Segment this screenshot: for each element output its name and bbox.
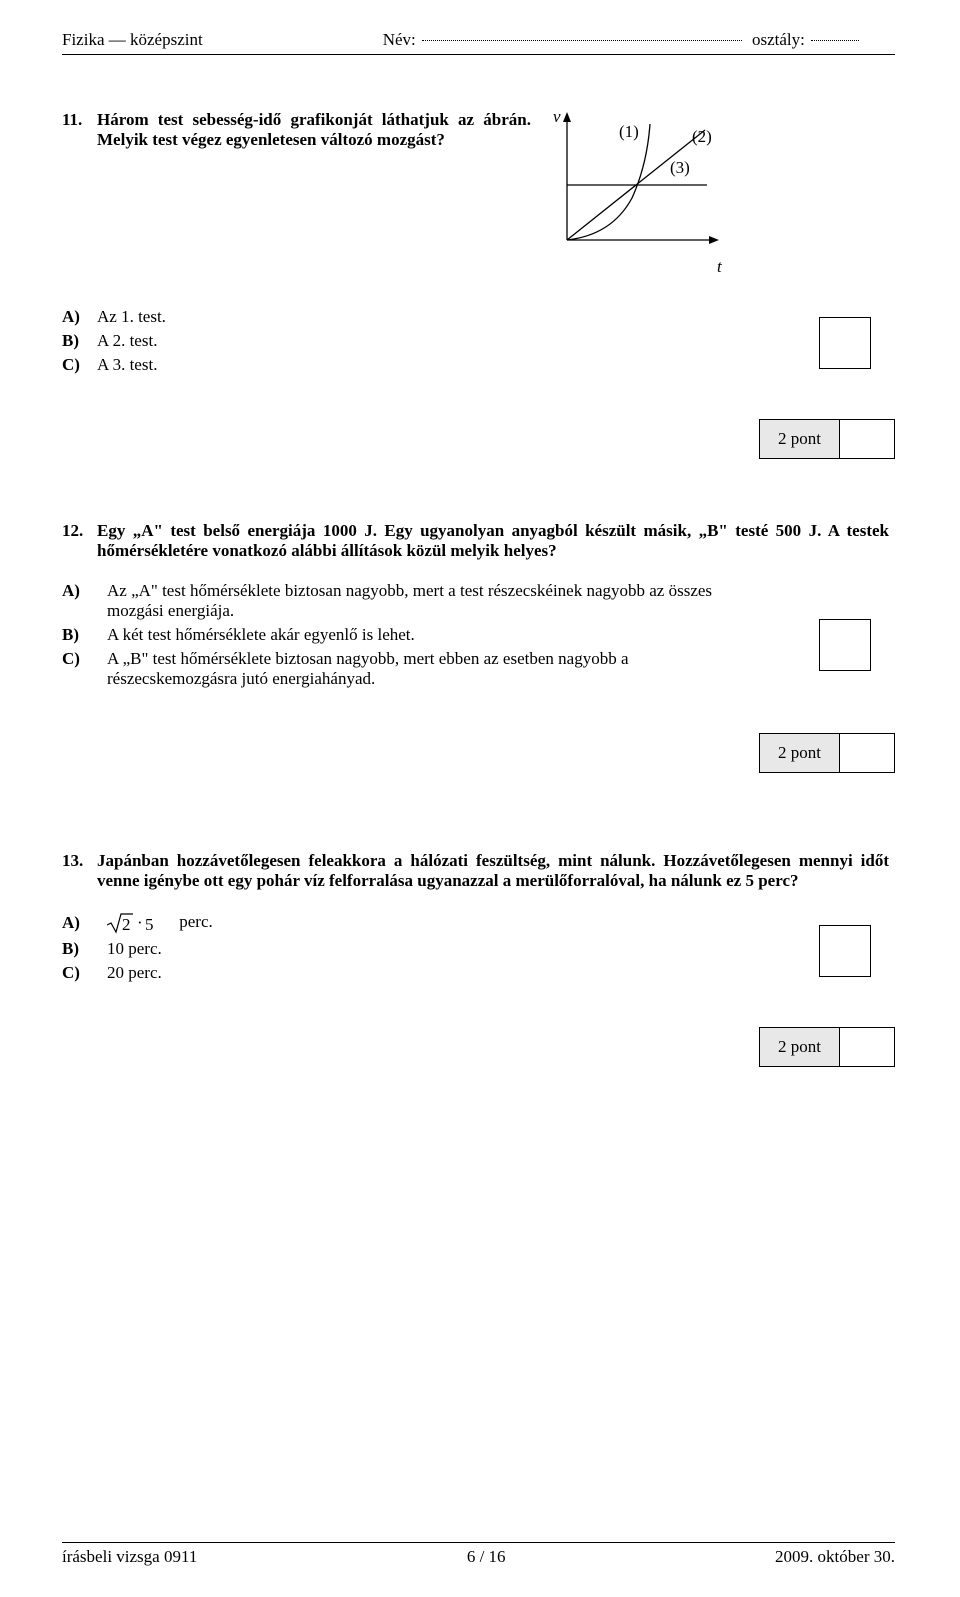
- q11-text: Három test sebesség-idő grafikonját láth…: [97, 110, 537, 150]
- q13-optA-suffix: perc.: [175, 912, 213, 931]
- q12-points-label: 2 pont: [760, 734, 840, 772]
- q13-optC-label: C): [62, 963, 107, 983]
- q12-optC-label: C): [62, 649, 107, 669]
- q12-optB-label: B): [62, 625, 107, 645]
- q13-answer-box: [819, 925, 871, 977]
- q13-points-empty: [840, 1028, 894, 1066]
- q12-points-empty: [840, 734, 894, 772]
- svg-text:·: ·: [137, 913, 143, 932]
- q12-optA-label: A): [62, 581, 107, 601]
- svg-text:(3): (3): [670, 158, 690, 177]
- q13-text: Japánban hozzávetőlegesen feleakkora a h…: [97, 851, 895, 891]
- q11-point-row: 2 pont: [62, 419, 895, 459]
- q13-optB-label: B): [62, 939, 107, 959]
- q12-answer-box: [819, 619, 871, 671]
- svg-text:2: 2: [122, 915, 131, 934]
- q11-answer-box: [819, 317, 871, 369]
- q11-optB-label: B): [62, 331, 97, 351]
- footer-center: 6 / 16: [467, 1547, 506, 1567]
- question-13: 13. Japánban hozzávetőlegesen feleakkora…: [62, 851, 895, 1067]
- question-11: 11. Három test sebesség-idő grafikonját …: [62, 110, 895, 459]
- q13-optC-text: 20 perc.: [107, 963, 895, 983]
- q12-optA-text: Az „A" test hőmérséklete biztosan nagyob…: [107, 581, 727, 621]
- q12-text: Egy „A" test belső energiája 1000 J. Egy…: [97, 521, 895, 561]
- footer-rule: [62, 1542, 895, 1543]
- svg-text:(1): (1): [619, 122, 639, 141]
- subject-level: Fizika — középszint: [62, 30, 203, 50]
- q11-points-empty: [840, 420, 894, 458]
- class-dotline: [811, 40, 859, 41]
- q13-optA-text: 2 · 5 perc.: [107, 911, 895, 935]
- q13-optA-label: A): [62, 913, 107, 933]
- q11-number: 11.: [62, 110, 97, 130]
- q11-optA-text: Az 1. test.: [97, 307, 895, 327]
- q12-point-row: 2 pont: [62, 733, 895, 773]
- question-12: 12. Egy „A" test belső energiája 1000 J.…: [62, 521, 895, 773]
- q11-graph: v t (1) (2) (3): [537, 110, 737, 285]
- name-label: Név:: [383, 30, 416, 49]
- svg-text:v: v: [553, 110, 561, 126]
- q11-points-label: 2 pont: [760, 420, 840, 458]
- svg-text:t: t: [717, 257, 723, 276]
- q13-points-label: 2 pont: [760, 1028, 840, 1066]
- svg-text:(2): (2): [692, 127, 712, 146]
- svg-text:5: 5: [145, 915, 154, 934]
- q12-optB-text: A két test hőmérséklete akár egyenlő is …: [107, 625, 727, 645]
- footer-left: írásbeli vizsga 0911: [62, 1547, 197, 1567]
- q13-number: 13.: [62, 851, 97, 871]
- footer-right: 2009. október 30.: [775, 1547, 895, 1567]
- q12-optC-text: A „B" test hőmérséklete biztosan nagyobb…: [107, 649, 727, 689]
- class-label: osztály:: [752, 30, 805, 49]
- q13-point-row: 2 pont: [62, 1027, 895, 1067]
- name-dotline: [422, 40, 742, 41]
- q12-number: 12.: [62, 521, 97, 541]
- page-header: Fizika — középszint Név: osztály:: [62, 30, 895, 50]
- q11-optB-text: A 2. test.: [97, 331, 895, 351]
- page-footer: írásbeli vizsga 0911 6 / 16 2009. októbe…: [62, 1542, 895, 1567]
- q11-optC-label: C): [62, 355, 97, 375]
- q11-optC-text: A 3. test.: [97, 355, 895, 375]
- q11-optA-label: A): [62, 307, 97, 327]
- q13-optB-text: 10 perc.: [107, 939, 895, 959]
